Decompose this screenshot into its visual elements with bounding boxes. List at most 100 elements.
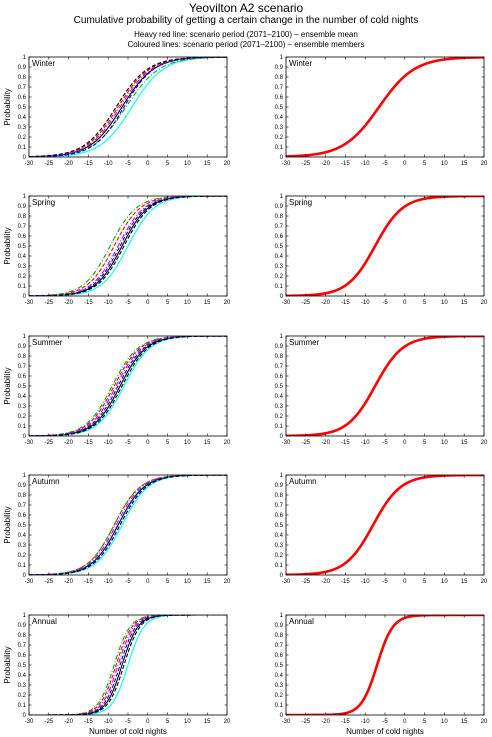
y-tick-label: 0.5 <box>18 384 27 390</box>
y-tick-label: 0.2 <box>18 135 27 141</box>
panel-label: Spring <box>32 198 55 207</box>
panel-label: Spring <box>289 198 312 207</box>
ensemble-member-line-1 <box>29 336 227 436</box>
x-tick-label: -5 <box>125 440 131 446</box>
panel-summer-mean: -30 -25 -20 -15 -10 -5 0 5 10 15 20 0 0.1 0.2 0.3 0.4 0.… <box>275 334 488 446</box>
y-tick-label: 0.5 <box>275 523 284 529</box>
x-tick-label: 5 <box>423 161 427 167</box>
axes-box <box>285 474 485 576</box>
panel-winter-mean: -30 -25 -20 -15 -10 -5 0 5 10 15 20 0 0.1 0.2 0.3 0.4 0.… <box>275 55 488 167</box>
panel-spring-members: -30 -25 -20 -15 -10 -5 0 5 10 15 20 0 0.1 0.2 0.3 0.4 0.… <box>3 194 231 306</box>
y-tick-label: 0.3 <box>18 264 27 270</box>
y-tick-label: 1 <box>280 613 284 619</box>
y-tick-label: 0.5 <box>18 523 27 529</box>
y-tick-label: 0 <box>23 294 27 300</box>
x-tick-label: -15 <box>84 440 93 446</box>
y-tick-label: 0.1 <box>275 145 284 151</box>
y-tick-label: 0.6 <box>275 95 284 101</box>
y-tick-label: 0.7 <box>275 85 284 91</box>
y-tick-label: 0.9 <box>275 65 284 71</box>
ensemble-member-line-3 <box>29 336 227 436</box>
x-tick-label: 0 <box>403 440 407 446</box>
x-tick-label: -30 <box>282 161 291 167</box>
y-tick-label: 0.4 <box>18 533 27 539</box>
y-tick-label: 0.7 <box>275 224 284 230</box>
y-tick-label: 0.6 <box>275 234 284 240</box>
x-tick-label: 20 <box>481 579 488 585</box>
x-tick-label: -20 <box>64 161 73 167</box>
ensemble-mean-line <box>286 336 484 436</box>
x-tick-label: -25 <box>44 440 53 446</box>
x-tick-label: -15 <box>84 161 93 167</box>
x-tick-label: -5 <box>125 579 131 585</box>
chart-subtitle: Cumulative probability of getting a cert… <box>73 15 419 26</box>
x-tick-label: 10 <box>441 440 448 446</box>
x-tick-label: 10 <box>441 719 448 725</box>
y-tick-label: 0.3 <box>275 543 284 549</box>
x-tick-label: 10 <box>441 579 448 585</box>
ensemble-member-line-0 <box>29 336 227 436</box>
y-tick-label: 0.8 <box>18 75 27 81</box>
x-axis-label: Number of cold nights <box>89 727 167 736</box>
ensemble-member-line-3 <box>29 475 227 575</box>
x-tick-label: -5 <box>125 719 131 725</box>
panel-label: Autumn <box>289 477 317 486</box>
y-tick-label: 0.1 <box>275 703 284 709</box>
y-tick-label: 1 <box>23 473 27 479</box>
panel-spring-mean: -30 -25 -20 -15 -10 -5 0 5 10 15 20 0 0.1 0.2 0.3 0.4 0.… <box>275 194 488 306</box>
ensemble-member-line-0 <box>29 57 227 157</box>
x-tick-label: 5 <box>423 719 427 725</box>
y-tick-label: 0.3 <box>18 543 27 549</box>
x-tick-label: -5 <box>125 161 131 167</box>
legend-note-mean: Heavy red line: scenario period (2071–21… <box>134 30 358 39</box>
x-tick-label: -25 <box>44 161 53 167</box>
x-tick-label: 15 <box>204 440 211 446</box>
x-tick-label: 10 <box>184 719 191 725</box>
y-tick-label: 0.1 <box>275 563 284 569</box>
x-tick-label: -15 <box>341 440 350 446</box>
ensemble-member-line-2 <box>29 336 227 436</box>
y-tick-label: 0 <box>280 713 284 719</box>
y-tick-label: 0.8 <box>275 354 284 360</box>
y-tick-label: 0.1 <box>275 284 284 290</box>
y-tick-label: 0.7 <box>18 364 27 370</box>
axes-box <box>285 335 485 437</box>
x-tick-label: -20 <box>321 440 330 446</box>
y-tick-label: 0.9 <box>275 344 284 350</box>
x-tick-label: -30 <box>282 300 291 306</box>
y-tick-label: 0.9 <box>18 204 27 210</box>
panel-label: Autumn <box>32 477 60 486</box>
y-tick-label: 1 <box>280 194 284 200</box>
y-tick-label: 0.7 <box>275 643 284 649</box>
x-tick-label: 0 <box>403 579 407 585</box>
x-tick-label: 20 <box>481 719 488 725</box>
panel-label: Winter <box>32 59 55 68</box>
ensemble-mean-line <box>286 615 484 715</box>
x-tick-label: -10 <box>361 440 370 446</box>
x-tick-label: -25 <box>301 719 310 725</box>
y-tick-label: 0.3 <box>275 125 284 131</box>
x-tick-label: 5 <box>423 300 427 306</box>
x-tick-label: -30 <box>25 161 34 167</box>
x-tick-label: 0 <box>403 719 407 725</box>
y-tick-label: 0 <box>23 155 27 161</box>
y-tick-label: 0.3 <box>275 264 284 270</box>
series-group <box>29 196 227 296</box>
x-tick-label: 10 <box>184 440 191 446</box>
x-tick-label: 10 <box>441 161 448 167</box>
y-tick-label: 0.2 <box>275 553 284 559</box>
series-group <box>286 615 484 715</box>
x-tick-label: -10 <box>361 579 370 585</box>
y-tick-label: 1 <box>23 55 27 61</box>
axes-box <box>285 56 485 158</box>
x-tick-label: 20 <box>224 161 231 167</box>
y-tick-label: 0.6 <box>18 513 27 519</box>
y-tick-label: 1 <box>280 55 284 61</box>
y-tick-label: 0.6 <box>18 95 27 101</box>
x-tick-label: -10 <box>104 161 113 167</box>
x-tick-label: -15 <box>341 579 350 585</box>
ensemble-member-line-2 <box>29 475 227 575</box>
y-tick-label: 1 <box>23 194 27 200</box>
x-tick-label: -5 <box>382 440 388 446</box>
x-tick-label: -25 <box>44 300 53 306</box>
